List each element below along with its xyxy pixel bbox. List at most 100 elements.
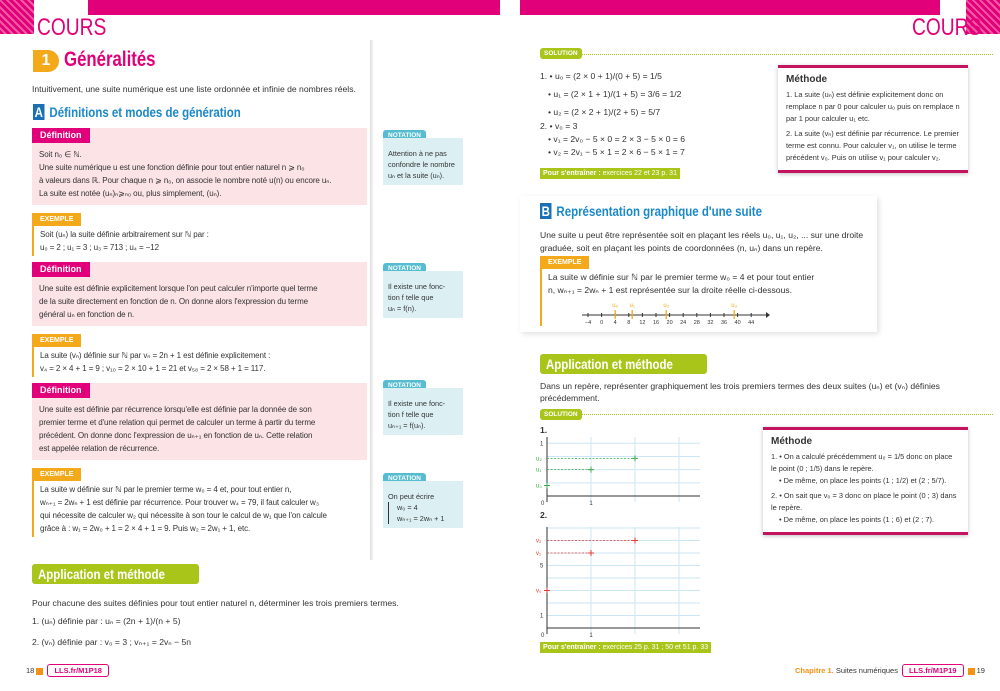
square-icon	[36, 667, 44, 675]
intro-text: Intuitivement, une suite numérique est u…	[32, 84, 356, 94]
application-text: Pour chacune des suites définies pour to…	[32, 598, 399, 608]
corner-decoration	[0, 0, 34, 34]
point-marker	[544, 482, 550, 489]
method-item: • De même, on place les points (1 ; 1/2)…	[779, 476, 947, 485]
definition-label: Définition	[32, 262, 90, 277]
subsection-letter: A	[33, 104, 45, 120]
definition-label: Définition	[32, 128, 90, 143]
notation-label: NOTATION	[383, 130, 426, 141]
tick-label: 20	[667, 320, 673, 325]
point-label: v₀	[536, 589, 542, 595]
point-marker	[632, 537, 638, 544]
notation-box: Attention à ne pas confondre le nombre uₙ …	[383, 138, 463, 185]
example-box: EXEMPLE Soit (uₙ) la suite définie arbit…	[32, 213, 367, 256]
point-marker	[588, 466, 594, 473]
corner-decoration	[966, 0, 1000, 34]
point-label: u₀	[536, 483, 542, 489]
method-item: 1. La suite (uₙ) est définie expliciteme…	[786, 90, 960, 123]
notation-box: Il existe une fonc-tion f telle que uₙ = …	[383, 271, 463, 318]
subsection-title: Représentation graphique d'une suite	[556, 203, 762, 219]
subsection-heading: A Définitions et modes de génération	[33, 104, 241, 120]
example-label: EXEMPLE	[32, 213, 82, 226]
top-bar	[520, 0, 940, 15]
point-label: u₂	[663, 303, 669, 309]
notation-label: NOTATION	[383, 380, 426, 391]
application-text: Dans un repère, représenter graphiquemen…	[540, 381, 940, 391]
x-tick-label: 1	[589, 633, 593, 637]
method-item: 2. La suite (vₙ) est définie par récurre…	[786, 129, 960, 162]
method-item: 1. • On a calculé précédemment u₀ = 1/5 …	[771, 452, 953, 473]
header-title: COURS	[912, 14, 982, 41]
definitions-column: Définition Soit n₀ ∈ ℕ. Une suite numériq…	[32, 128, 367, 543]
notation-box: On peut écrire w₀ = 4 wₙ₊₁ = 2wₙ + 1	[383, 481, 463, 528]
notation-label: NOTATION	[383, 263, 426, 274]
tick-label: −4	[585, 320, 591, 325]
point-label: v₂	[536, 539, 542, 545]
notation-box: Il existe une fonc-tion f telle que uₙ₊₁ …	[383, 388, 463, 435]
y-tick-label: 1	[540, 614, 544, 620]
point-marker	[544, 587, 550, 594]
section-title: Généralités	[64, 48, 156, 71]
point-label: u₀	[612, 303, 618, 309]
solution-line: 1. • u₀ = (2 × 0 + 1)/(0 + 5) = 1/5	[540, 71, 662, 81]
number-line: −4 0 4 8 12 16 20 24 28 32 36 40 44 u₀ u₁ u₂ u₃	[582, 303, 770, 325]
tick-label: 8	[627, 320, 630, 325]
definition-label: Définition	[32, 383, 90, 398]
section-number: 1	[33, 50, 59, 72]
point-label: u₃	[731, 303, 737, 309]
method-box: Méthode 1. La suite (uₙ) est définie exp…	[778, 65, 968, 173]
solution-line: • u₂ = (2 × 2 + 1)/(2 + 5) = 5/7	[548, 107, 661, 117]
point-label: v₁	[536, 551, 541, 557]
tick-label: 32	[707, 320, 713, 325]
graph-label: 1.	[540, 425, 548, 435]
arrow-icon	[766, 312, 770, 318]
graph-label: 2.	[540, 510, 548, 520]
divider	[578, 414, 993, 415]
practice-link[interactable]: Pour s'entraîner : exercices 25 p. 31 ; …	[540, 642, 712, 653]
definition-box: Définition Une suite est définie par réc…	[32, 383, 367, 460]
application-title: Application et méthode	[32, 564, 199, 584]
solution-line: 2. • v₀ = 3	[540, 121, 578, 131]
tick-label: 28	[694, 320, 700, 325]
column-shadow	[370, 40, 374, 560]
exercise-item: 1. (uₙ) définie par : uₙ = (2n + 1)/(n +…	[32, 616, 181, 626]
page-number: 18	[26, 666, 35, 675]
tick-label: 36	[721, 320, 727, 325]
method-item: 2. • On sait que v₀ = 3 donc on place le…	[771, 491, 957, 512]
tick-label: 40	[735, 320, 741, 325]
solution-line: • v₁ = 2v₀ − 5 × 0 = 2 × 3 − 5 × 0 = 6	[548, 134, 686, 144]
subsection-title: Définitions et modes de génération	[49, 104, 241, 120]
x-tick-label: 1	[589, 501, 593, 507]
footer-left: 18 LLS.fr/M1P18	[26, 664, 113, 677]
definition-box: Définition Une suite est définie explici…	[32, 262, 367, 326]
footer-right: Chapitre 1. Suites numériques LLS.fr/M1P1…	[795, 664, 985, 677]
example-label: EXEMPLE	[540, 256, 590, 269]
point-label: u₁	[536, 468, 541, 474]
solution-label: SOLUTION	[540, 48, 582, 59]
page-number: 19	[976, 666, 985, 675]
notation-label: NOTATION	[383, 473, 426, 484]
solution-label: SOLUTION	[540, 409, 582, 420]
practice-link[interactable]: Pour s'entraîner : exercices 22 et 23 p.…	[540, 168, 680, 179]
page-link[interactable]: LLS.fr/M1P18	[47, 664, 109, 677]
square-icon	[967, 667, 975, 675]
method-item: • De même, on place les points (1 ; 6) e…	[779, 515, 934, 524]
y-tick-label: 5	[540, 564, 544, 570]
tick-label: 0	[600, 320, 603, 325]
section-text: graduée, soit en plaçant les points de c…	[540, 243, 823, 253]
application-text: précédemment.	[540, 393, 600, 403]
subsection-heading: B Représentation graphique d'une suite	[540, 203, 762, 219]
solution-line: • u₁ = (2 × 1 + 1)/(1 + 5) = 3/6 = 1/2	[548, 89, 682, 99]
chapter-title: Suites numériques	[835, 666, 898, 675]
tick-label: 12	[639, 320, 645, 325]
page-link[interactable]: LLS.fr/M1P19	[901, 664, 964, 677]
method-title: Méthode	[771, 436, 813, 447]
tick-label: 4	[614, 320, 617, 325]
definition-box: Définition Soit n₀ ∈ ℕ. Une suite numériq…	[32, 128, 367, 205]
point-label: u₂	[536, 456, 542, 462]
point-label: u₁	[630, 303, 635, 309]
method-box: Méthode 1. • On a calculé précédemment u…	[763, 427, 968, 535]
section-text: Une suite u peut être représentée soit e…	[540, 230, 864, 240]
tick-label: 16	[653, 320, 659, 325]
example-label: EXEMPLE	[32, 334, 82, 347]
